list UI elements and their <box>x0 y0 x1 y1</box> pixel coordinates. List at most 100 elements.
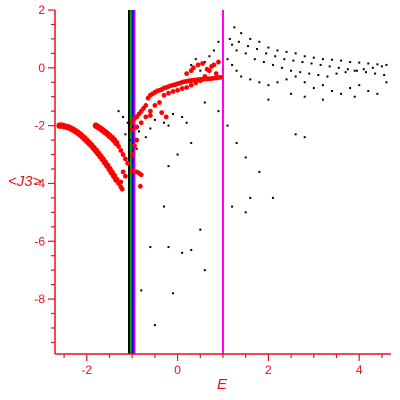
black-point-11 <box>330 58 333 61</box>
red-point-65 <box>143 114 149 120</box>
red-point-102 <box>170 89 176 94</box>
black-point-83 <box>199 69 202 72</box>
black-point-31 <box>344 71 347 74</box>
red-point-120 <box>213 71 219 76</box>
red-point-51 <box>120 169 126 175</box>
black-point-33 <box>362 68 365 71</box>
black-point-88 <box>126 121 129 124</box>
black-point-97 <box>162 121 165 124</box>
red-point-52 <box>122 173 128 179</box>
black-point-37 <box>231 63 234 66</box>
black-point-58 <box>246 45 249 48</box>
black-point-47 <box>312 87 315 90</box>
red-point-112 <box>216 59 221 65</box>
black-point-27 <box>308 72 311 75</box>
red-point-105 <box>184 85 190 90</box>
x-tick-label: 4 <box>356 363 363 377</box>
black-point-108 <box>271 196 274 199</box>
red-point-116 <box>195 62 201 68</box>
black-point-66 <box>319 63 322 66</box>
black-point-69 <box>346 68 349 71</box>
black-point-46 <box>303 81 306 84</box>
black-point-62 <box>283 58 286 61</box>
black-point-64 <box>301 61 304 64</box>
black-point-117 <box>167 246 170 249</box>
black-point-125 <box>249 196 252 199</box>
y-tick-label: 0 <box>38 61 45 75</box>
black-point-104 <box>226 124 229 127</box>
black-point-16 <box>376 63 379 66</box>
black-point-60 <box>265 52 268 55</box>
black-point-107 <box>258 170 261 173</box>
red-point-104 <box>179 86 185 92</box>
red-point-119 <box>209 63 215 69</box>
red-point-106 <box>188 82 194 88</box>
black-point-38 <box>235 69 238 72</box>
black-point-35 <box>380 65 383 68</box>
black-point-82 <box>203 61 206 64</box>
black-point-14 <box>358 61 361 64</box>
red-point-53 <box>118 179 124 185</box>
red-point-121 <box>152 102 158 108</box>
black-point-7 <box>294 52 297 55</box>
black-point-84 <box>194 58 197 61</box>
red-point-63 <box>134 124 140 130</box>
black-point-110 <box>303 136 306 139</box>
black-point-25 <box>290 69 293 72</box>
y-tick-label: -4 <box>34 176 45 190</box>
black-point-44 <box>285 78 288 81</box>
black-point-29 <box>326 75 329 78</box>
red-point-28 <box>119 186 125 192</box>
y-tick-label: -8 <box>34 292 45 306</box>
black-point-23 <box>271 63 274 66</box>
black-point-90 <box>124 133 127 136</box>
black-point-6 <box>285 50 288 53</box>
black-point-57 <box>237 40 240 43</box>
black-point-15 <box>367 62 370 65</box>
black-point-26 <box>299 71 302 74</box>
black-point-65 <box>310 62 313 65</box>
red-point-123 <box>159 110 165 116</box>
black-point-17 <box>385 63 388 66</box>
black-point-85 <box>190 63 193 66</box>
red-point-44 <box>129 168 135 173</box>
red-point-125 <box>147 113 153 118</box>
red-point-113 <box>184 71 190 76</box>
red-point-107 <box>193 80 199 86</box>
y-axis-ticks: 2 0 -2 -4 -6 -8 <box>34 3 55 344</box>
black-point-111 <box>231 205 234 208</box>
black-point-80 <box>212 49 215 52</box>
red-point-42 <box>122 156 128 162</box>
black-point-109 <box>294 133 297 136</box>
red-point-99 <box>218 74 224 80</box>
black-point-116 <box>181 251 184 254</box>
black-point-53 <box>367 89 370 92</box>
black-point-77 <box>290 92 293 95</box>
x-tick-label: 0 <box>174 363 181 377</box>
black-point-96 <box>153 118 156 121</box>
black-point-48 <box>321 84 324 87</box>
black-point-123 <box>162 205 165 208</box>
black-point-45 <box>294 75 297 78</box>
black-point-70 <box>355 69 358 72</box>
black-point-99 <box>172 113 175 116</box>
black-point-114 <box>190 248 193 251</box>
red-point-103 <box>175 87 180 93</box>
red-point-117 <box>200 61 205 66</box>
red-point-108 <box>197 78 203 84</box>
black-point-71 <box>365 71 368 74</box>
black-point-72 <box>374 72 377 75</box>
black-point-36 <box>226 58 229 61</box>
red-point-118 <box>204 66 210 72</box>
black-point-102 <box>203 101 206 104</box>
black-point-105 <box>235 141 238 144</box>
black-point-20 <box>244 52 247 55</box>
red-point-47 <box>138 172 144 178</box>
red-point-49 <box>132 143 137 149</box>
black-point-92 <box>135 147 138 150</box>
black-point-98 <box>167 124 170 127</box>
black-point-122 <box>176 153 179 156</box>
red-point-55 <box>129 120 135 126</box>
red-point-64 <box>138 120 144 126</box>
